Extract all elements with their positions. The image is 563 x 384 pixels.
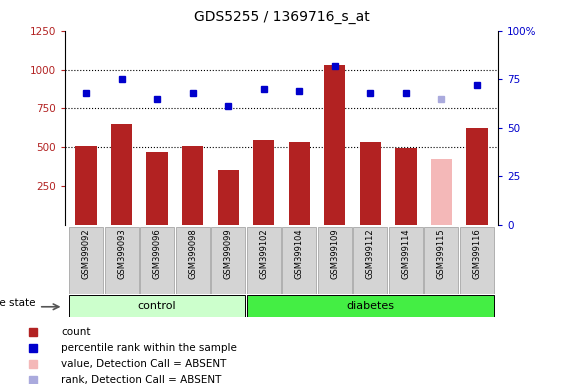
Text: GSM399112: GSM399112 <box>366 228 375 279</box>
FancyBboxPatch shape <box>247 295 494 317</box>
Bar <box>75 146 97 225</box>
Text: GSM399096: GSM399096 <box>153 228 162 279</box>
Text: GSM399102: GSM399102 <box>259 228 268 279</box>
Text: diabetes: diabetes <box>346 301 394 311</box>
FancyBboxPatch shape <box>176 227 210 294</box>
FancyBboxPatch shape <box>69 227 103 294</box>
FancyBboxPatch shape <box>353 227 387 294</box>
Bar <box>146 152 168 225</box>
FancyBboxPatch shape <box>69 295 245 317</box>
FancyBboxPatch shape <box>140 227 174 294</box>
Bar <box>395 148 417 225</box>
Text: GDS5255 / 1369716_s_at: GDS5255 / 1369716_s_at <box>194 10 369 23</box>
Bar <box>253 140 274 225</box>
FancyBboxPatch shape <box>425 227 458 294</box>
FancyBboxPatch shape <box>282 227 316 294</box>
Bar <box>111 124 132 225</box>
Text: value, Detection Call = ABSENT: value, Detection Call = ABSENT <box>61 359 226 369</box>
FancyBboxPatch shape <box>460 227 494 294</box>
Text: GSM399114: GSM399114 <box>401 228 410 279</box>
Text: GSM399092: GSM399092 <box>82 228 91 279</box>
Text: GSM399116: GSM399116 <box>472 228 481 279</box>
Text: disease state: disease state <box>0 298 35 308</box>
Bar <box>360 142 381 225</box>
Bar <box>324 65 346 225</box>
Text: GSM399115: GSM399115 <box>437 228 446 279</box>
Text: GSM399099: GSM399099 <box>224 228 233 279</box>
Bar <box>289 142 310 225</box>
Bar <box>217 170 239 225</box>
Text: GSM399104: GSM399104 <box>295 228 304 279</box>
Text: rank, Detection Call = ABSENT: rank, Detection Call = ABSENT <box>61 374 221 384</box>
Text: percentile rank within the sample: percentile rank within the sample <box>61 343 237 353</box>
FancyBboxPatch shape <box>211 227 245 294</box>
Bar <box>182 146 203 225</box>
Text: GSM399098: GSM399098 <box>188 228 197 279</box>
FancyBboxPatch shape <box>247 227 281 294</box>
Bar <box>431 159 452 225</box>
FancyBboxPatch shape <box>105 227 138 294</box>
Text: GSM399093: GSM399093 <box>117 228 126 279</box>
Text: GSM399109: GSM399109 <box>330 228 339 279</box>
Bar <box>466 129 488 225</box>
Text: control: control <box>138 301 176 311</box>
Text: count: count <box>61 327 91 337</box>
FancyBboxPatch shape <box>318 227 352 294</box>
FancyBboxPatch shape <box>389 227 423 294</box>
